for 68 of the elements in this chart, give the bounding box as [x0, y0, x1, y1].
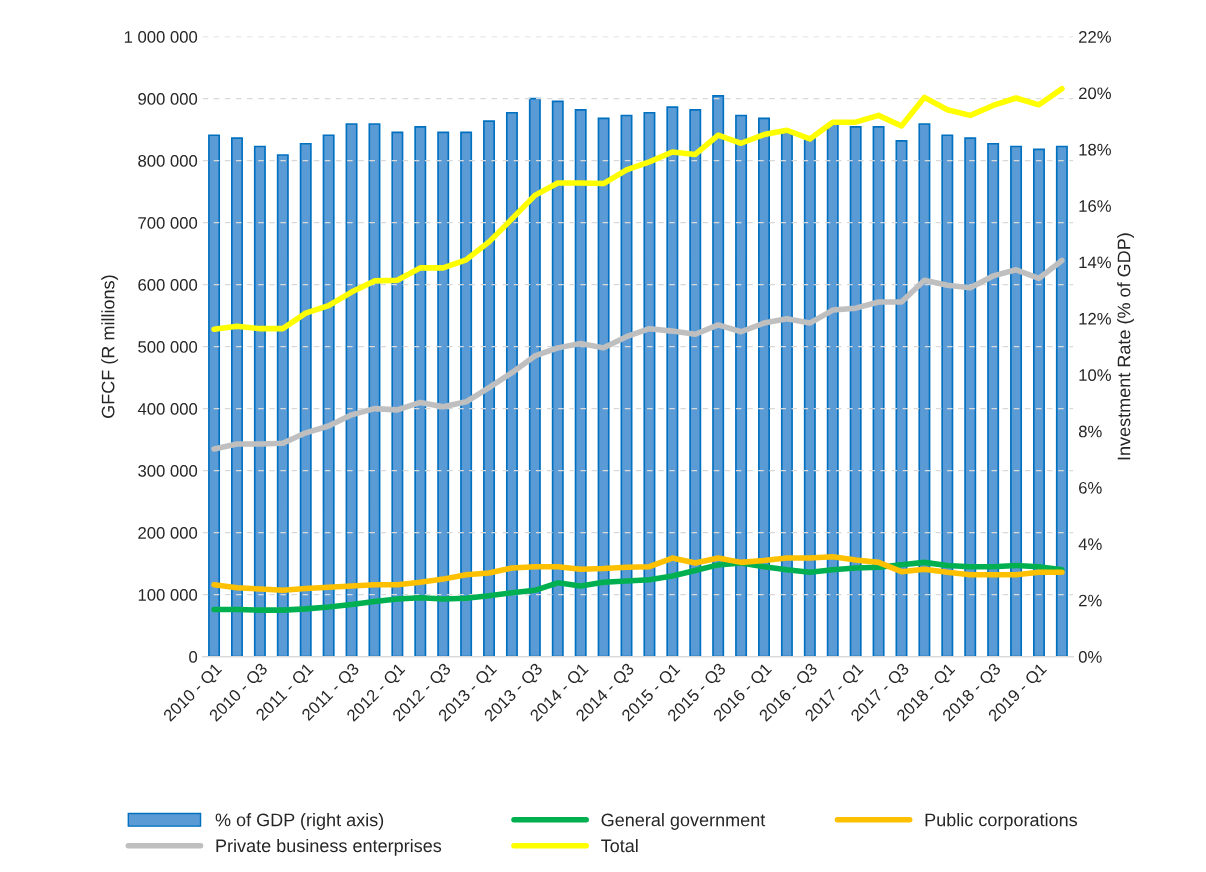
- y2-tick-label: 10%: [1079, 369, 1111, 381]
- y-tick-label: 800 000: [138, 155, 198, 167]
- bar: [505, 111, 518, 657]
- bar: [666, 106, 679, 657]
- bar: [1055, 145, 1068, 657]
- legend-label: Private business enterprises: [216, 838, 442, 856]
- y2-tick-label: 14%: [1079, 256, 1111, 269]
- bar: [620, 114, 633, 657]
- bar: [208, 134, 221, 657]
- y2-tick-label: 6%: [1079, 481, 1102, 494]
- bar: [780, 131, 793, 657]
- y-tick-label: 700 000: [138, 217, 198, 229]
- bar: [826, 123, 839, 657]
- bar: [253, 145, 266, 657]
- bar: [849, 125, 862, 657]
- bar: [483, 120, 496, 657]
- bar: [689, 109, 702, 657]
- bar: [712, 94, 725, 657]
- y-tick-label: 100 000: [138, 589, 198, 601]
- y2-tick-label: 20%: [1079, 87, 1111, 100]
- y-tick-label: 900 000: [138, 93, 198, 105]
- y2-tick-label: 8%: [1078, 425, 1102, 438]
- y2-tick-label: 4%: [1078, 538, 1102, 551]
- bar: [597, 117, 610, 657]
- bar: [299, 142, 312, 657]
- bar: [437, 131, 450, 657]
- bar: [964, 137, 977, 657]
- bar: [1010, 145, 1023, 657]
- y-tick-label: 300 000: [138, 465, 198, 477]
- y2-tick-label: 16%: [1079, 200, 1111, 212]
- y-tick-label: 200 000: [138, 527, 198, 539]
- bar: [918, 123, 931, 657]
- bar: [987, 142, 1000, 657]
- y2-tick-label: 0%: [1078, 651, 1102, 663]
- y-axis-title: GFCF (R millions): [101, 275, 119, 418]
- bar: [1032, 148, 1045, 657]
- bar: [895, 140, 908, 657]
- bar: [758, 117, 770, 657]
- y-tick-label: 400 000: [137, 403, 198, 415]
- bar: [803, 137, 816, 657]
- bar: [551, 100, 564, 657]
- bar: [276, 154, 289, 657]
- bar: [574, 109, 587, 657]
- y2-tick-label: 2%: [1079, 594, 1102, 607]
- y-tick-label: 0: [189, 651, 198, 663]
- bar: [460, 131, 473, 657]
- bar: [322, 134, 335, 657]
- bar: [368, 123, 381, 657]
- y2-tick-label: 22%: [1079, 31, 1111, 43]
- bar: [230, 137, 243, 657]
- bar: [345, 123, 358, 657]
- y-tick-label: 1 000 000: [124, 31, 198, 43]
- bar: [414, 125, 427, 657]
- y2-tick-label: 18%: [1079, 143, 1111, 156]
- bar: [643, 111, 656, 657]
- bar: [391, 131, 404, 657]
- bar: [941, 134, 954, 657]
- bar: [735, 114, 748, 657]
- bar: [528, 97, 541, 657]
- legend-label: % of GDP (right axis): [215, 813, 384, 830]
- y2-tick-label: 12%: [1079, 312, 1111, 325]
- y-tick-label: 600 000: [138, 279, 198, 291]
- y-tick-label: 500 000: [138, 341, 198, 353]
- legend-label: Total: [601, 838, 638, 853]
- bar: [872, 125, 885, 657]
- legend-label: General government: [601, 813, 766, 830]
- legend-label: Public corporations: [925, 813, 1078, 830]
- y2-axis-title: Investment Rate (% of GDP): [1117, 233, 1134, 460]
